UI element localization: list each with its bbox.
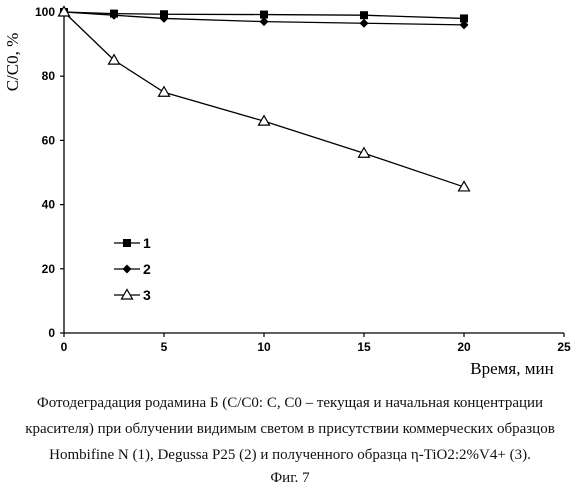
- x-tick-label: 10: [257, 340, 271, 354]
- series-2-point: [360, 19, 369, 28]
- line-chart: 0 20 40 60 80 100 0 5 10 15 20 25 1 2 3 C/C0, % Время…: [0, 0, 580, 385]
- series-markers: [59, 7, 470, 191]
- legend-label-1: 1: [143, 235, 151, 251]
- legend-label-2: 2: [143, 261, 151, 277]
- caption-line-2: красителя) при облучении видимым светом …: [0, 416, 580, 442]
- x-tick-label: 15: [357, 340, 371, 354]
- figure-caption: Фотодеградация родамина Б (C/C0: C, C0 –…: [0, 390, 580, 468]
- x-tick-label: 20: [457, 340, 471, 354]
- x-axis-label: Время, мин: [470, 359, 553, 378]
- y-tick-label: 60: [42, 133, 56, 147]
- y-tick-label: 80: [42, 69, 56, 83]
- x-tick-label: 25: [557, 340, 571, 354]
- series-3-line: [64, 12, 464, 187]
- y-tick-label: 0: [48, 326, 55, 340]
- legend: 1 2 3: [114, 235, 151, 303]
- x-tick-label: 5: [161, 340, 168, 354]
- series-3-point: [159, 87, 170, 97]
- legend-marker-2: [123, 265, 132, 274]
- figure-label: Фиг. 7: [0, 470, 580, 487]
- caption-line-3: Hombifine N (1), Degussa P25 (2) и получ…: [0, 442, 580, 468]
- legend-marker-1: [123, 239, 131, 247]
- y-tick-label: 20: [42, 262, 56, 276]
- legend-label-3: 3: [143, 287, 151, 303]
- series-1-point: [360, 11, 368, 19]
- legend-marker-3: [122, 290, 133, 300]
- caption-line-1: Фотодеградация родамина Б (C/C0: C, C0 –…: [0, 390, 580, 416]
- x-tick-label: 0: [61, 340, 68, 354]
- y-axis-label: C/C0, %: [3, 33, 22, 92]
- series-lines: [64, 12, 464, 187]
- y-tick-label: 100: [35, 5, 55, 19]
- y-tick-label: 40: [42, 198, 56, 212]
